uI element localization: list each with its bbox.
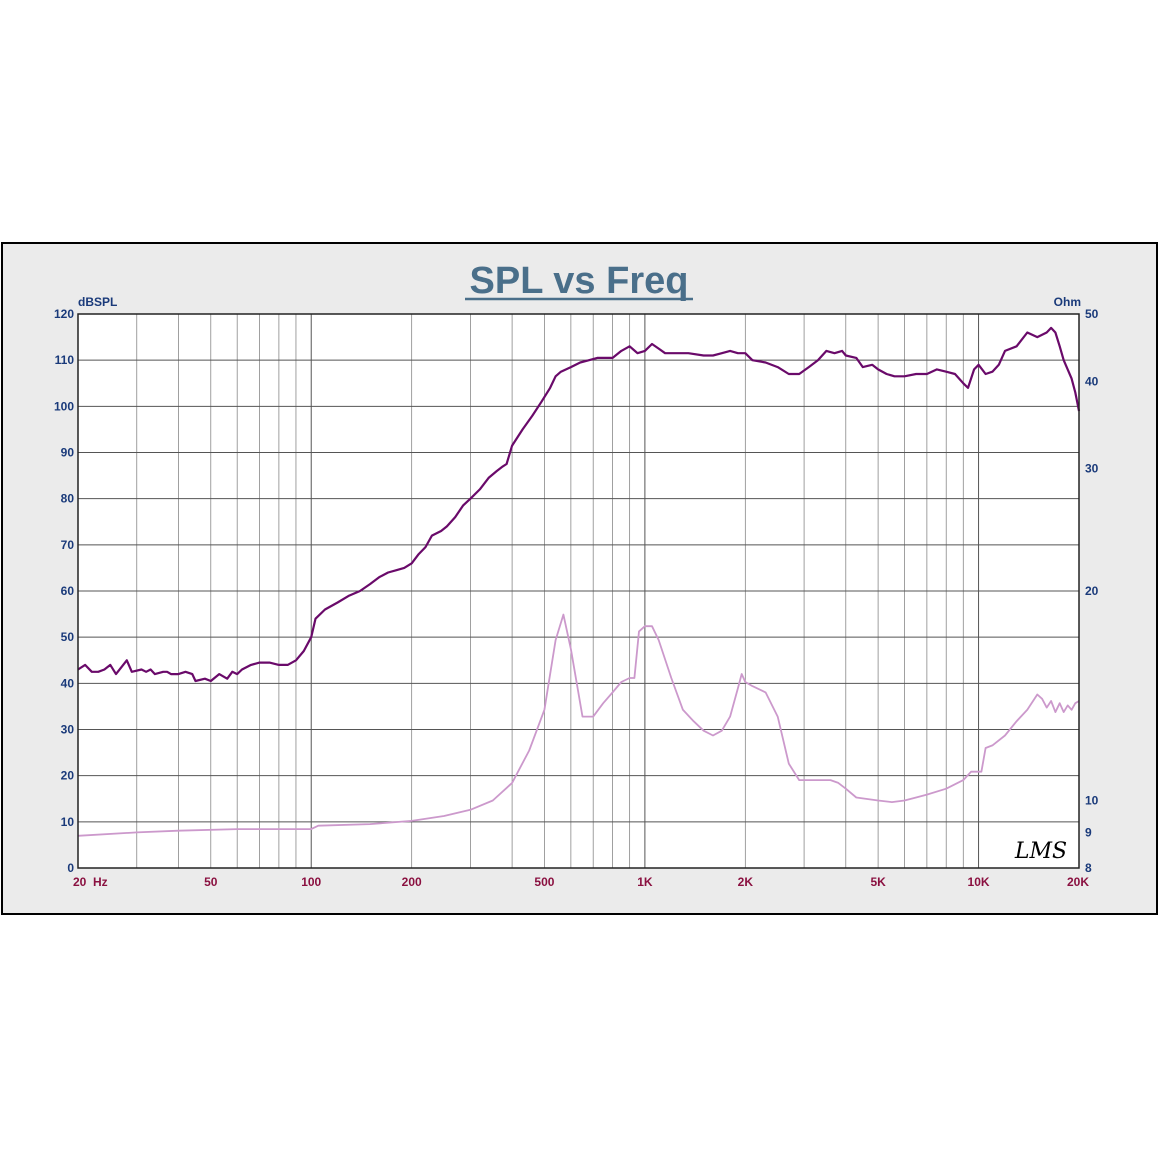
grid <box>78 314 1079 868</box>
x-tick-label: 20 Hz <box>73 875 108 889</box>
y-left-tick-label: 80 <box>61 492 75 506</box>
x-tick-label: 200 <box>402 875 422 889</box>
y-right-axis-label: Ohm <box>1054 295 1081 309</box>
y-left-tick-label: 50 <box>61 630 75 644</box>
x-tick-label: 10K <box>968 875 990 889</box>
y-right-tick-label: 30 <box>1085 461 1099 475</box>
x-tick-label: 2K <box>738 875 754 889</box>
y-left-tick-label: 60 <box>61 584 75 598</box>
spl-line <box>77 326 1081 683</box>
x-tick-label: 50 <box>204 875 218 889</box>
y-right-tick-label: 8 <box>1085 861 1092 875</box>
y-left-tick-label: 100 <box>54 399 74 413</box>
tick-labels: 0 10 20 30 40 50 60 70 80 90 100 110 120 8 9 10 20 30 40 50… <box>54 307 1099 889</box>
x-tick-label: 5K <box>870 875 886 889</box>
y-right-tick-label: 40 <box>1085 374 1099 388</box>
y-right-tick-label: 20 <box>1085 584 1099 598</box>
y-right-tick-label: 50 <box>1085 307 1099 321</box>
y-left-tick-label: 110 <box>55 353 75 367</box>
lms-watermark: LMS <box>1014 839 1067 864</box>
y-left-tick-label: 120 <box>54 307 74 321</box>
y-left-tick-label: 30 <box>61 723 75 737</box>
series-group <box>77 326 1081 837</box>
y-left-tick-label: 90 <box>61 446 75 460</box>
x-tick-label: 500 <box>534 875 554 889</box>
x-tick-label: 20K <box>1067 875 1089 889</box>
y-left-tick-label: 0 <box>67 861 74 875</box>
chart-frame: SPL vs Freq dBSPL Ohm 0 10 20 30 40 50 60 70 80 9… <box>1 242 1158 915</box>
x-tick-label: 100 <box>301 875 321 889</box>
y-left-tick-label: 20 <box>61 769 75 783</box>
y-right-tick-label: 10 <box>1085 794 1099 808</box>
y-left-tick-label: 70 <box>61 538 75 552</box>
x-tick-label: 1K <box>637 875 653 889</box>
y-left-axis-label: dBSPL <box>78 295 117 309</box>
y-left-tick-label: 10 <box>61 815 75 829</box>
spl-vs-freq-chart: SPL vs Freq dBSPL Ohm 0 10 20 30 40 50 60 70 80 9… <box>54 260 1099 889</box>
plot-border <box>77 313 1080 869</box>
y-right-tick-label: 9 <box>1085 825 1092 839</box>
chart-title: SPL vs Freq <box>470 260 689 302</box>
impedance-line <box>77 613 1080 837</box>
y-left-tick-label: 40 <box>61 676 75 690</box>
